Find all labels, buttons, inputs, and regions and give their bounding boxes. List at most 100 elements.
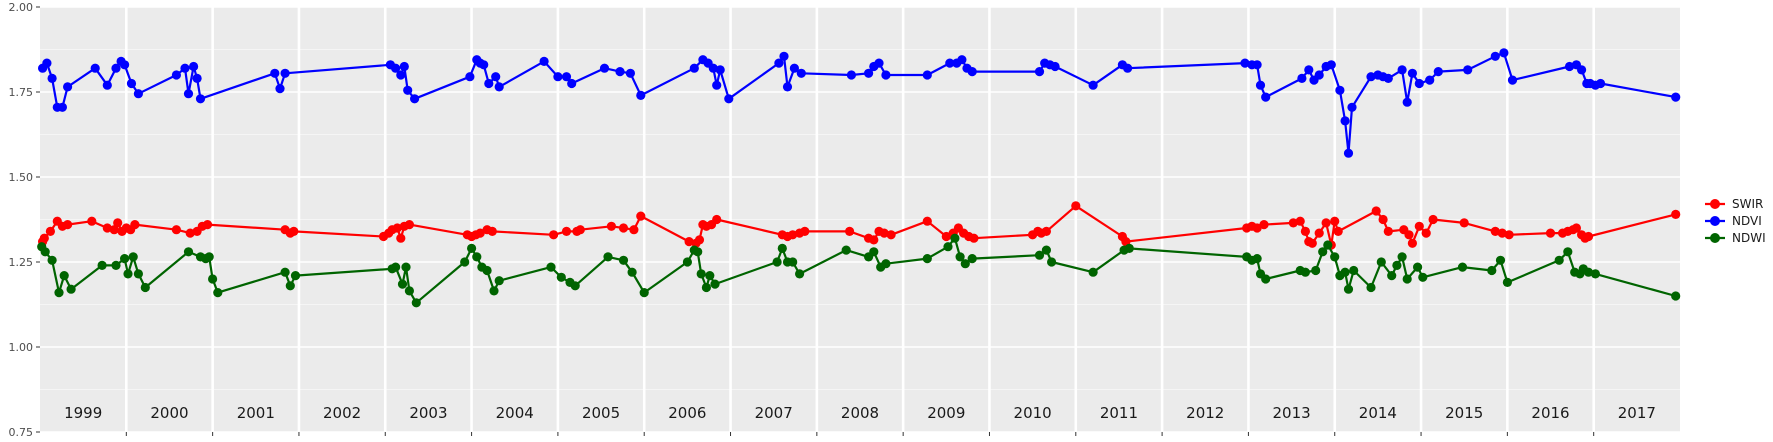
year-label: 1999 [64, 404, 102, 422]
data-point-ndvi [391, 63, 401, 73]
data-point-ndvi [779, 51, 789, 61]
data-point-ndvi [1383, 73, 1393, 83]
year-label: 2001 [237, 404, 275, 422]
data-point-swir [1307, 238, 1317, 248]
data-point-ndwi [111, 260, 121, 270]
legend-item-ndwi: NDWI [1705, 231, 1766, 245]
data-point-ndvi [1261, 92, 1271, 102]
major-gridlines [40, 6, 1680, 433]
data-point-ndvi [410, 94, 420, 104]
data-point-ndvi [561, 72, 572, 82]
data-point-ndwi [1418, 272, 1428, 282]
data-point-ndwi [494, 276, 504, 286]
data-point-ndwi [401, 262, 411, 272]
data-point-ndwi [1457, 262, 1468, 272]
data-point-ndwi [40, 247, 50, 257]
year-label: 2000 [150, 404, 188, 422]
data-point-swir [392, 223, 402, 233]
legend-label: NDWI [1732, 231, 1766, 245]
data-point-swir [1314, 228, 1324, 238]
data-point-ndvi [111, 63, 121, 73]
series-ndwi [37, 233, 1681, 308]
data-point-ndwi [1563, 247, 1573, 257]
data-point-swir [1378, 214, 1388, 225]
data-point-ndvi [796, 68, 806, 78]
data-point-ndwi [546, 262, 556, 272]
data-point-ndwi [467, 243, 477, 253]
data-point-swir [618, 223, 629, 233]
data-point-ndwi [1124, 243, 1134, 253]
series-ndvi [38, 48, 1681, 158]
data-point-ndwi [482, 265, 492, 276]
data-point-ndwi [285, 281, 295, 291]
data-point-ndvi [47, 73, 57, 83]
year-label: 2009 [927, 404, 965, 422]
data-point-swir [575, 225, 585, 235]
data-point-ndvi [270, 68, 280, 78]
data-point-ndvi [1671, 92, 1681, 102]
data-point-ndwi [404, 286, 414, 296]
data-point-ndwi [696, 269, 706, 279]
data-point-ndwi [183, 247, 194, 257]
data-point-ndwi [120, 254, 130, 264]
data-point-ndvi [874, 58, 884, 68]
data-point-ndvi [708, 63, 718, 73]
data-point-ndvi [1366, 72, 1376, 82]
data-point-ndvi [102, 80, 112, 90]
data-point-swir [396, 233, 406, 243]
data-point-ndwi [1671, 291, 1681, 301]
year-label: 2011 [1100, 404, 1138, 422]
data-point-ndvi [539, 56, 549, 66]
data-point-ndwi [489, 286, 499, 296]
data-point-ndwi [955, 252, 965, 262]
year-label: 2012 [1186, 404, 1224, 422]
minor-gridlines [40, 49, 1680, 390]
y-tick-label: 0.75 [9, 426, 34, 439]
data-point-ndvi [133, 89, 143, 99]
data-point-swir [1428, 214, 1438, 225]
data-point-ndwi [1366, 282, 1376, 293]
data-point-swir [1371, 206, 1381, 216]
data-point-ndvi [1123, 63, 1133, 73]
data-point-ndwi [1311, 265, 1321, 276]
data-point-ndwi [1323, 240, 1333, 250]
legend-item-swir: SWIR [1705, 197, 1763, 211]
data-point-ndvi [465, 72, 475, 82]
data-point-swir [1288, 218, 1298, 228]
data-point-ndvi [945, 58, 955, 68]
data-point-ndwi [128, 252, 138, 262]
data-point-swir [1041, 226, 1051, 236]
data-point-swir [1421, 228, 1431, 238]
year-label: 2002 [323, 404, 361, 422]
data-point-swir [39, 233, 49, 243]
data-point-ndvi [599, 63, 610, 73]
y-tick-label: 2.00 [9, 1, 34, 14]
data-point-ndwi [460, 257, 470, 267]
data-point-swir [1504, 230, 1514, 240]
year-labels: 1999 2000 2001 2002 2003 2004 2005 2006 2007 2008… [64, 404, 1656, 422]
data-point-ndvi [183, 89, 194, 99]
data-point-ndwi [140, 282, 150, 293]
data-point-ndwi [1392, 260, 1402, 270]
data-point-ndwi [213, 288, 223, 298]
data-point-ndwi [967, 254, 977, 264]
series-layer [37, 48, 1681, 308]
data-point-ndvi [1314, 70, 1324, 80]
data-point-ndwi [1047, 257, 1057, 267]
data-point-swir [202, 220, 213, 230]
data-point-ndwi [627, 267, 637, 277]
data-point-ndvi [171, 70, 181, 80]
legend-key-point [1710, 216, 1720, 226]
data-point-ndvi [864, 68, 874, 78]
data-point-swir [109, 225, 119, 235]
data-point-swir [879, 228, 889, 238]
data-point-ndvi [774, 58, 784, 68]
data-point-ndwi [1387, 271, 1397, 281]
data-point-ndwi [1088, 267, 1098, 277]
data-point-swir [185, 228, 195, 238]
y-tick-label: 1.50 [9, 171, 34, 184]
data-point-swir [1321, 218, 1331, 228]
data-point-ndvi [63, 82, 73, 92]
data-point-swir [636, 211, 646, 221]
